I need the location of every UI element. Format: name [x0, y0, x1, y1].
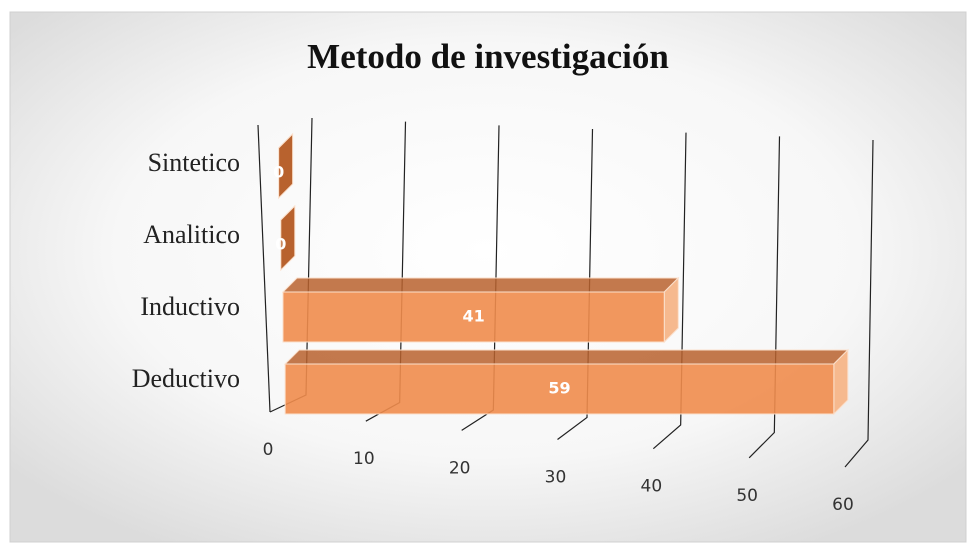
data-label: 0 — [273, 163, 284, 182]
x-tick-label: 20 — [449, 458, 471, 478]
bar — [284, 363, 835, 415]
bar-top — [281, 277, 680, 293]
x-tick-label: 60 — [832, 495, 854, 515]
y-tick-label: Analitico — [143, 220, 240, 249]
x-tick-label: 30 — [545, 468, 567, 488]
bar-top — [283, 349, 850, 365]
data-label: 0 — [275, 235, 286, 254]
x-tick-label: 40 — [641, 477, 663, 497]
bar-side — [278, 132, 294, 200]
x-tick-label: 10 — [353, 449, 375, 469]
y-tick-label: Sintetico — [148, 148, 240, 177]
grid-line — [748, 136, 781, 459]
y-tick-label: Deductivo — [132, 364, 240, 393]
chart-background — [9, 11, 967, 543]
data-label: 41 — [462, 307, 484, 326]
bar — [282, 291, 665, 343]
x-tick-label: 50 — [736, 486, 758, 506]
grid-line — [844, 139, 874, 468]
bar-side — [280, 204, 296, 272]
grid-line — [557, 128, 594, 440]
chart-title: Metodo de investigación — [307, 37, 669, 76]
x-tick-label: 0 — [263, 440, 274, 460]
data-label: 59 — [548, 379, 570, 398]
grid-line — [652, 132, 687, 450]
y-tick-label: Inductivo — [140, 292, 240, 321]
axis-wall — [257, 124, 271, 413]
